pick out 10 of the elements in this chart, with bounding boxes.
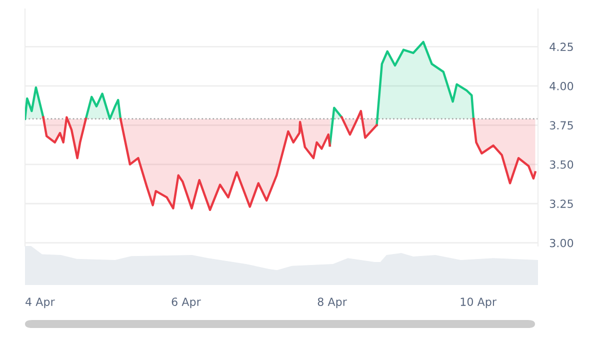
x-tick-label: 4 Apr <box>26 298 55 308</box>
y-tick-label: 4.00 <box>550 82 574 90</box>
y-tick-label: 3.75 <box>550 121 573 130</box>
y-tick-label: 3.25 <box>550 200 573 208</box>
y-tick-label: 3.00 <box>550 238 574 248</box>
x-tick-label: 10 Apr <box>460 298 497 308</box>
y-tick-label: 3.50 <box>550 160 574 169</box>
x-tick-label: 6 Apr <box>172 298 201 308</box>
y-tick-label: 4.25 <box>550 42 573 52</box>
x-tick-label: 8 Apr <box>318 298 347 308</box>
